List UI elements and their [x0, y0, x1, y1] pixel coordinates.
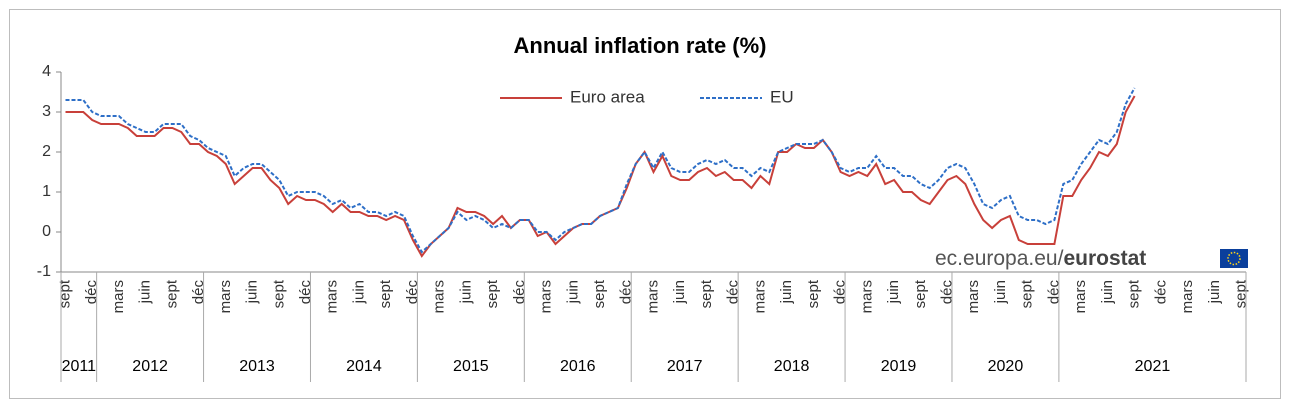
- x-tick-label: déc: [511, 280, 528, 305]
- x-tick-label: mars: [110, 280, 127, 313]
- year-label: 2016: [560, 358, 596, 375]
- x-tick-label: juin: [244, 280, 261, 304]
- x-tick-label: sept: [805, 279, 822, 308]
- x-tick-label: mars: [217, 280, 234, 313]
- x-tick-label: juin: [350, 280, 367, 304]
- y-tick-label: 3: [42, 103, 51, 120]
- x-tick-label: sept: [912, 279, 929, 308]
- year-label: 2011: [62, 358, 97, 375]
- year-label: 2021: [1135, 358, 1171, 375]
- year-label: 2020: [988, 358, 1024, 375]
- x-tick-label: juin: [885, 280, 902, 304]
- x-tick-label: mars: [538, 280, 555, 313]
- y-tick-label: 4: [42, 63, 51, 80]
- year-label: 2018: [774, 358, 810, 375]
- x-tick-label: mars: [1179, 280, 1196, 313]
- x-tick-label: sept: [484, 279, 501, 308]
- x-tick-label: sept: [56, 279, 73, 308]
- x-tick-label: sept: [163, 279, 180, 308]
- source-text: ec.europa.eu/eurostat: [935, 247, 1146, 270]
- year-label: 2013: [239, 358, 275, 375]
- x-tick-label: mars: [858, 280, 875, 313]
- x-tick-label: sept: [1233, 279, 1250, 308]
- x-tick-label: juin: [457, 280, 474, 304]
- x-tick-label: déc: [618, 280, 635, 305]
- x-tick-label: sept: [698, 279, 715, 308]
- x-tick-label: sept: [591, 279, 608, 308]
- y-tick-label: 0: [42, 223, 51, 240]
- x-tick-label: sept: [270, 279, 287, 308]
- x-tick-label: déc: [1152, 280, 1169, 305]
- x-tick-label: mars: [324, 280, 341, 313]
- year-label: 2019: [881, 358, 917, 375]
- year-label: 2015: [453, 358, 489, 375]
- x-tick-label: mars: [1072, 280, 1089, 313]
- x-tick-label: juin: [564, 280, 581, 304]
- eu-stars: [1227, 251, 1241, 266]
- chart-title: Annual inflation rate (%): [514, 33, 767, 58]
- x-tick-label: déc: [404, 280, 421, 305]
- x-tick-label: déc: [938, 280, 955, 305]
- x-tick-label: mars: [751, 280, 768, 313]
- legend-label: EU: [770, 87, 794, 106]
- legend-label: Euro area: [570, 87, 645, 106]
- x-tick-label: juin: [992, 280, 1009, 304]
- x-tick-label: juin: [778, 280, 795, 304]
- x-tick-label: juin: [137, 280, 154, 304]
- y-tick-label: -1: [37, 263, 51, 280]
- x-tick-label: sept: [377, 279, 394, 308]
- x-tick-label: déc: [725, 280, 742, 305]
- x-tick-label: juin: [1206, 280, 1223, 304]
- series-line: [65, 87, 1136, 254]
- eu-flag: [1220, 249, 1248, 268]
- x-tick-label: déc: [83, 280, 100, 305]
- source-prefix: ec.europa.eu/: [935, 247, 1064, 270]
- x-tick-label: mars: [431, 280, 448, 313]
- y-tick-label: 2: [42, 143, 51, 160]
- year-label: 2012: [132, 358, 168, 375]
- x-tick-label: sept: [1126, 279, 1143, 308]
- x-tick-label: déc: [832, 280, 849, 305]
- x-tick-label: déc: [190, 280, 207, 305]
- x-tick-label: déc: [297, 280, 314, 305]
- year-label: 2014: [346, 358, 382, 375]
- x-tick-label: juin: [671, 280, 688, 304]
- x-tick-label: juin: [1099, 280, 1116, 304]
- y-tick-label: 1: [42, 183, 51, 200]
- x-tick-label: déc: [1045, 280, 1062, 305]
- chart-frame: [9, 9, 1281, 399]
- year-label: 2017: [667, 358, 703, 375]
- x-tick-label: mars: [644, 280, 661, 313]
- x-tick-label: sept: [1019, 279, 1036, 308]
- source-brand: eurostat: [1063, 247, 1146, 270]
- x-tick-label: mars: [965, 280, 982, 313]
